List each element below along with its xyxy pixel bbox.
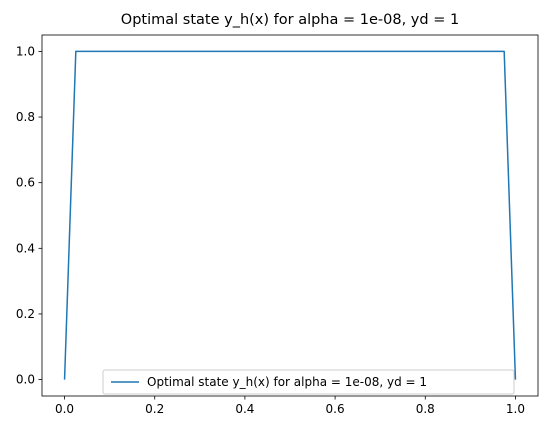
axes-ticks: 0.0 0.2 0.4 0.6 0.8 1.0 0.0 0.2 0.4 0.6 0.8 1.0	[16, 44, 525, 416]
legend: Optimal state y_h(x) for alpha = 1e-08, …	[102, 369, 515, 395]
y-tick-label: 0.0	[16, 373, 35, 387]
x-tick-label: 0.6	[326, 402, 345, 416]
legend-box	[102, 369, 515, 395]
y-tick-label: 0.8	[16, 110, 35, 124]
y-tick-label: 0.2	[16, 307, 35, 321]
y-tick-label: 0.4	[16, 241, 35, 255]
x-tick-label: 0.4	[235, 402, 254, 416]
y-tick-label: 0.6	[16, 176, 35, 190]
plot-area	[41, 34, 539, 397]
x-tick-label: 1.0	[506, 402, 525, 416]
x-tick-label: 0.8	[416, 402, 435, 416]
x-tick-label: 0.0	[55, 402, 74, 416]
axes-frame	[41, 34, 539, 397]
series-line-0	[63, 50, 517, 380]
legend-label-0: Optimal state y_h(x) for alpha = 1e-08, …	[147, 375, 427, 389]
y-tick-label: 1.0	[16, 44, 35, 58]
x-tick-label: 0.2	[145, 402, 164, 416]
chart-title: Optimal state y_h(x) for alpha = 1e-08, …	[121, 12, 459, 28]
